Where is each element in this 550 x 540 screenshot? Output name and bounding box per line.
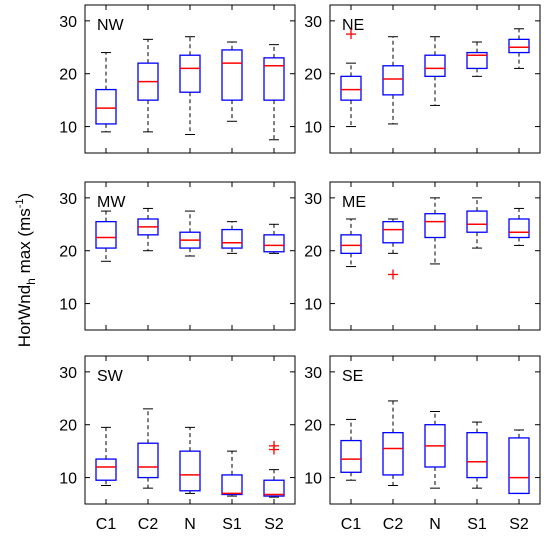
y-tick-label: 10 (304, 120, 322, 137)
box-c2 (382, 36, 404, 125)
box-c2 (137, 408, 159, 489)
panel-label: NW (97, 17, 125, 34)
box-s2 (263, 44, 285, 141)
y-tick-label: 20 (304, 418, 322, 435)
box-s1 (466, 197, 488, 249)
box-c2 (137, 207, 159, 252)
y-tick-label: 30 (304, 14, 322, 31)
y-tick-label: 10 (59, 471, 77, 488)
box-n (179, 36, 201, 135)
iqr-box (179, 54, 201, 93)
panel-sw: 10 20 30 C1 C2 N S1 S2 SW (59, 355, 296, 533)
box-n (424, 36, 446, 106)
box-n (179, 210, 201, 257)
box-c1 (340, 418, 362, 481)
iqr-box (221, 49, 243, 101)
y-tick-label: 20 (304, 244, 322, 261)
panel-label: SW (97, 368, 124, 385)
panels-group: 10 20 30 NW 10 20 30 NE 10 20 30 MW 10 20 30 ME 10 20 30 C1… (59, 4, 541, 533)
iqr-box (263, 479, 285, 497)
box-c1 (340, 218, 362, 268)
iqr-box (179, 450, 201, 492)
iqr-box (466, 431, 488, 479)
box-c2 (137, 38, 159, 133)
box-s1 (221, 221, 243, 254)
x-tick-label: C1 (341, 516, 362, 533)
panel-label: ME (342, 194, 366, 211)
iqr-box (424, 213, 446, 239)
x-tick-label: C2 (383, 516, 404, 533)
y-tick-label: 20 (59, 418, 77, 435)
iqr-box (382, 65, 404, 96)
box-s2 (508, 429, 530, 495)
y-tick-label: 30 (304, 365, 322, 382)
box-s2 (263, 440, 285, 498)
iqr-box (95, 88, 117, 125)
iqr-box (95, 458, 117, 481)
x-tick-label: S2 (264, 516, 284, 533)
x-tick-label: C2 (138, 516, 159, 533)
panel-mw: 10 20 30 MW (59, 181, 296, 331)
box-n (179, 426, 201, 494)
y-tick-label: 30 (59, 191, 77, 208)
y-tick-label: 20 (304, 67, 322, 84)
iqr-box (95, 220, 117, 249)
box-c1 (95, 210, 117, 262)
x-tick-label: C1 (96, 516, 117, 533)
y-tick-label: 30 (59, 14, 77, 31)
panel-me: 10 20 30 ME (304, 181, 541, 331)
panel-ne: 10 20 30 NE (304, 4, 541, 154)
iqr-box (263, 57, 285, 101)
iqr-box (508, 38, 530, 54)
box-c1 (95, 426, 117, 486)
x-tick-label: S2 (509, 516, 529, 533)
x-tick-label: N (429, 516, 441, 533)
y-tick-label: 20 (59, 244, 77, 261)
box-c2 (382, 218, 404, 280)
panel-label: SE (342, 368, 363, 385)
iqr-box (508, 218, 530, 239)
iqr-box (508, 437, 530, 495)
iqr-box (382, 220, 404, 244)
iqr-box (221, 228, 243, 249)
iqr-box (382, 431, 404, 476)
y-tick-label: 30 (304, 191, 322, 208)
iqr-box (340, 439, 362, 473)
box-s2 (263, 223, 285, 254)
iqr-box (263, 234, 285, 253)
panel-se: 10 20 30 C1 C2 N S1 S2 SE (304, 355, 541, 533)
iqr-box (340, 234, 362, 255)
panel-nw: 10 20 30 NW (59, 4, 296, 154)
x-tick-label: N (184, 516, 196, 533)
y-tick-label: 30 (59, 365, 77, 382)
y-tick-label: 10 (304, 297, 322, 314)
y-tick-label: 10 (59, 120, 77, 137)
box-s2 (508, 28, 530, 69)
box-c2 (382, 400, 404, 486)
box-s1 (221, 41, 243, 122)
box-c1 (95, 52, 117, 133)
iqr-box (466, 210, 488, 233)
box-c1 (340, 29, 362, 128)
panel-label: NE (342, 17, 364, 34)
iqr-box (340, 75, 362, 101)
x-tick-label: S1 (467, 516, 487, 533)
box-n (424, 197, 446, 265)
iqr-box (466, 51, 488, 70)
box-s1 (466, 421, 488, 489)
iqr-box (137, 442, 159, 479)
y-axis-label: HorWndh max (ms-1) (14, 193, 38, 347)
x-tick-label: S1 (222, 516, 242, 533)
iqr-box (221, 474, 243, 496)
box-s1 (221, 450, 243, 497)
iqr-box (424, 54, 446, 78)
panel-label: MW (97, 194, 126, 211)
box-s2 (508, 207, 530, 246)
box-s1 (466, 41, 488, 77)
y-tick-label: 10 (304, 471, 322, 488)
y-tick-label: 20 (59, 67, 77, 84)
y-tick-label: 10 (59, 297, 77, 314)
box-n (424, 411, 446, 489)
